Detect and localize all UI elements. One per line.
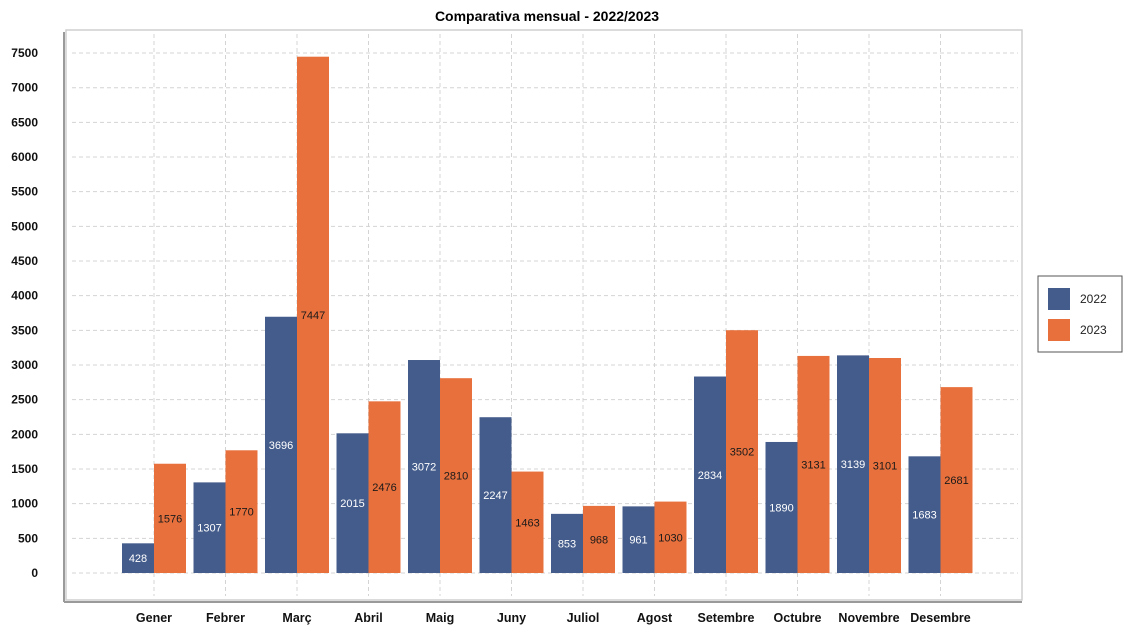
y-tick-label: 2500	[11, 393, 38, 407]
bar-2022-agost	[622, 506, 655, 573]
x-tick-label: Agost	[637, 611, 673, 625]
data-label: 2810	[444, 471, 468, 483]
x-tick-label: Desembre	[910, 611, 970, 625]
bar-2023-maig	[440, 378, 472, 573]
bar-2022-abril	[336, 433, 369, 573]
x-tick-label: Febrer	[206, 611, 245, 625]
bar-2022-gener	[122, 543, 154, 573]
y-tick-label: 0	[31, 566, 38, 580]
bar-series: 428 1307 3696 2015 3072 2247 853 961 2834 1890 313…	[122, 56, 973, 574]
data-label: 968	[590, 534, 608, 546]
data-label: 1890	[769, 502, 793, 514]
chart-title: Comparativa mensual - 2022/2023	[435, 8, 659, 24]
data-label: 2681	[944, 475, 968, 487]
bar-2023-juliol	[583, 505, 615, 573]
y-tick-label: 4000	[11, 289, 38, 303]
y-tick-label: 1500	[11, 462, 38, 476]
bar-2022-juny	[479, 417, 512, 573]
bar-2023-novembre	[869, 358, 901, 573]
bar-2022-juliol	[551, 513, 583, 573]
data-label: 3502	[730, 447, 754, 459]
data-label: 3101	[873, 461, 897, 473]
legend-label: 2022	[1080, 292, 1107, 306]
y-tick-label: 6500	[11, 115, 38, 129]
data-label: 7447	[301, 310, 325, 322]
bar-2022-febrer	[193, 482, 226, 573]
x-tick-label: Abril	[354, 611, 382, 625]
data-label: 1030	[658, 532, 682, 544]
data-label: 1576	[158, 513, 182, 525]
data-label: 2015	[340, 498, 364, 510]
bar-2022-setembre	[694, 376, 726, 573]
legend-swatch-2022	[1048, 288, 1070, 310]
bar-2022-març	[265, 316, 297, 573]
data-label: 1683	[912, 510, 936, 522]
y-tick-label: 7000	[11, 81, 38, 95]
bar-2023-agost	[654, 501, 687, 573]
data-label: 428	[129, 553, 147, 565]
legend: 2022 2023	[1037, 275, 1123, 353]
x-tick-label: Maig	[426, 611, 454, 625]
data-label: 2834	[698, 470, 722, 482]
data-label: 3139	[841, 459, 865, 471]
y-tick-label: 4500	[11, 254, 38, 268]
data-label: 3696	[269, 440, 293, 452]
data-label: 2247	[483, 490, 507, 502]
data-label: 961	[629, 535, 647, 547]
data-label: 3131	[801, 459, 825, 471]
bar-2022-octubre	[765, 441, 798, 573]
y-tick-label: 500	[18, 531, 38, 545]
bar-2023-febrer	[225, 450, 258, 573]
bar-2023-desembre	[940, 387, 973, 573]
data-label: 2476	[372, 482, 396, 494]
data-label: 1770	[229, 507, 253, 519]
y-tick-label: 5500	[11, 185, 38, 199]
bar-2023-juny	[511, 471, 544, 573]
legend-swatch-2023	[1048, 319, 1070, 341]
y-tick-label: 1000	[11, 497, 38, 511]
legend-label: 2023	[1080, 323, 1107, 337]
y-tick-label: 3500	[11, 323, 38, 337]
bar-2023-març	[297, 56, 329, 574]
x-tick-label: Gener	[136, 611, 172, 625]
x-tick-label: Octubre	[774, 611, 822, 625]
bar-2023-octubre	[797, 355, 830, 573]
bar-2022-desembre	[908, 456, 941, 573]
x-tick-label: Setembre	[698, 611, 755, 625]
data-label: 1307	[197, 523, 221, 535]
x-axis-ticks: Gener Febrer Març Abril Maig Juny Juliol Agost S…	[136, 611, 971, 625]
y-tick-label: 7500	[11, 46, 38, 60]
bar-2022-novembre	[837, 355, 869, 573]
x-tick-label: Juny	[497, 611, 526, 625]
y-tick-label: 3000	[11, 358, 38, 372]
y-tick-label: 6000	[11, 150, 38, 164]
bar-2023-setembre	[726, 330, 758, 573]
axes	[63, 32, 1022, 603]
bar-2023-abril	[368, 401, 401, 573]
y-tick-label: 2000	[11, 427, 38, 441]
x-tick-label: Novembre	[838, 611, 899, 625]
data-label: 3072	[412, 462, 436, 474]
bar-2023-gener	[154, 463, 186, 573]
y-tick-label: 5000	[11, 219, 38, 233]
data-label: 1463	[515, 517, 539, 529]
y-axis-ticks: 0 500 1000 1500 2000 2500 3000 3500 4000 4500 5000…	[11, 46, 38, 580]
data-label: 853	[558, 538, 576, 550]
x-tick-label: Març	[282, 611, 311, 625]
x-tick-label: Juliol	[567, 611, 600, 625]
bar-2022-maig	[408, 360, 440, 573]
